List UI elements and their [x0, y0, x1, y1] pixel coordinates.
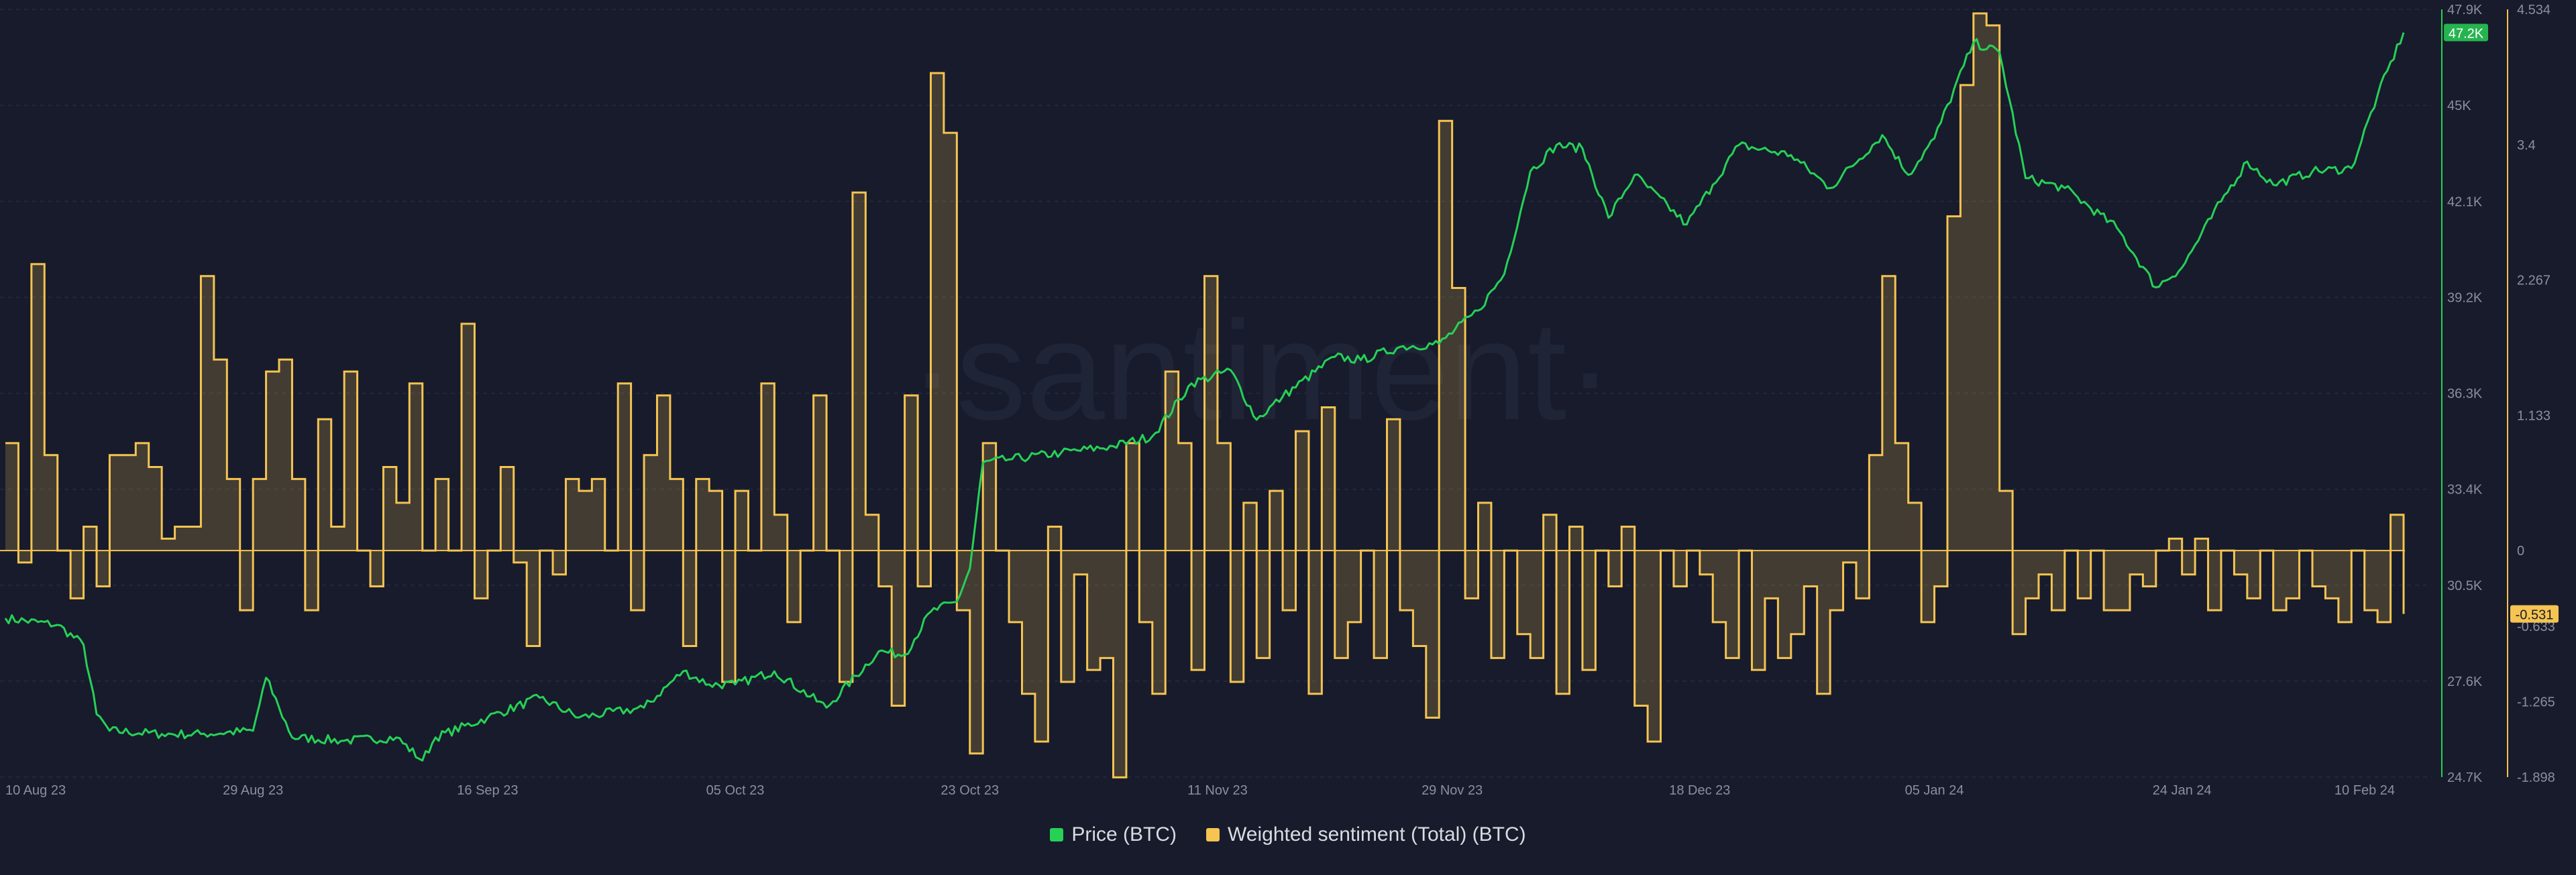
sentiment-axis-ticks: 4.534 3.4 2.267 1.133 0 -0.633 -1.265 -1.898	[2517, 3, 2555, 785]
x-tick-label: 11 Nov 23	[1187, 783, 1248, 798]
price-tick-label: 42.1K	[2447, 194, 2483, 209]
grid-layer	[0, 9, 2432, 778]
x-tick-label: 10 Aug 23	[5, 783, 66, 798]
sentiment-tick-label: -0.633	[2517, 620, 2555, 634]
price-axis-ticks: 47.9K 45K 42.1K 39.2K 36.3K 33.4K 30.5K 27.6K 24…	[2447, 3, 2483, 785]
x-tick-label: 24 Jan 24	[2153, 783, 2212, 798]
sentiment-tick-label: 1.133	[2517, 408, 2551, 423]
x-tick-label: 05 Oct 23	[706, 783, 765, 798]
x-tick-label: 05 Jan 24	[1905, 783, 1964, 798]
x-tick-label: 29 Aug 23	[223, 783, 283, 798]
x-tick-label: 29 Nov 23	[1421, 783, 1483, 798]
sentiment-current-label: -0.531	[2516, 608, 2554, 623]
sentiment-current-badge	[2510, 605, 2559, 623]
sentiment-tick-label: 3.4	[2517, 138, 2536, 153]
price-tick-label: 47.9K	[2447, 3, 2483, 17]
sentiment-tick-label: -1.898	[2517, 770, 2555, 785]
price-legend-swatch	[1050, 828, 1064, 841]
price-tick-label: 39.2K	[2447, 290, 2483, 305]
sentiment-line	[5, 12, 2405, 778]
price-series	[4, 32, 2405, 762]
axes-layer	[2441, 9, 2508, 777]
price-tick-label: 30.5K	[2447, 579, 2483, 593]
price-tick-label: 33.4K	[2447, 483, 2483, 498]
price-tick-label: 27.6K	[2447, 675, 2483, 689]
sentiment-tick-label: 4.534	[2517, 3, 2551, 17]
x-tick-label: 18 Dec 23	[1669, 783, 1730, 798]
sentiment-tick-label: 0	[2517, 544, 2524, 559]
sentiment-legend-swatch	[1206, 828, 1220, 841]
x-tick-label: 16 Sep 23	[457, 783, 518, 798]
watermark: ·santiment·	[909, 292, 1613, 449]
current-value-badges: 47.2K -0.531	[2444, 23, 2559, 623]
price-tick-label: 36.3K	[2447, 387, 2483, 402]
price-tick-label: 24.7K	[2447, 770, 2483, 785]
price-tick-label: 45K	[2447, 99, 2471, 113]
legend-label-price: Price (BTC)	[1071, 823, 1177, 845]
chart-legend: Price (BTC) Weighted sentiment (Total) (…	[0, 823, 2576, 846]
legend-label-sentiment: Weighted sentiment (Total) (BTC)	[1228, 823, 1526, 845]
legend-item-sentiment[interactable]: Weighted sentiment (Total) (BTC)	[1206, 823, 1526, 846]
sentiment-series	[0, 12, 2405, 778]
sentiment-tick-label: 2.267	[2517, 274, 2551, 288]
legend-item-price[interactable]: Price (BTC)	[1050, 823, 1177, 846]
x-axis-ticks: 10 Aug 23 29 Aug 23 16 Sep 23 05 Oct 23 23 O…	[5, 783, 2395, 798]
price-current-badge	[2444, 23, 2488, 42]
x-tick-label: 23 Oct 23	[941, 783, 999, 798]
price-current-label: 47.2K	[2449, 27, 2484, 42]
price-line	[4, 32, 2405, 762]
sentiment-tick-label: -1.265	[2517, 695, 2555, 709]
x-tick-label: 10 Feb 24	[2334, 783, 2395, 798]
